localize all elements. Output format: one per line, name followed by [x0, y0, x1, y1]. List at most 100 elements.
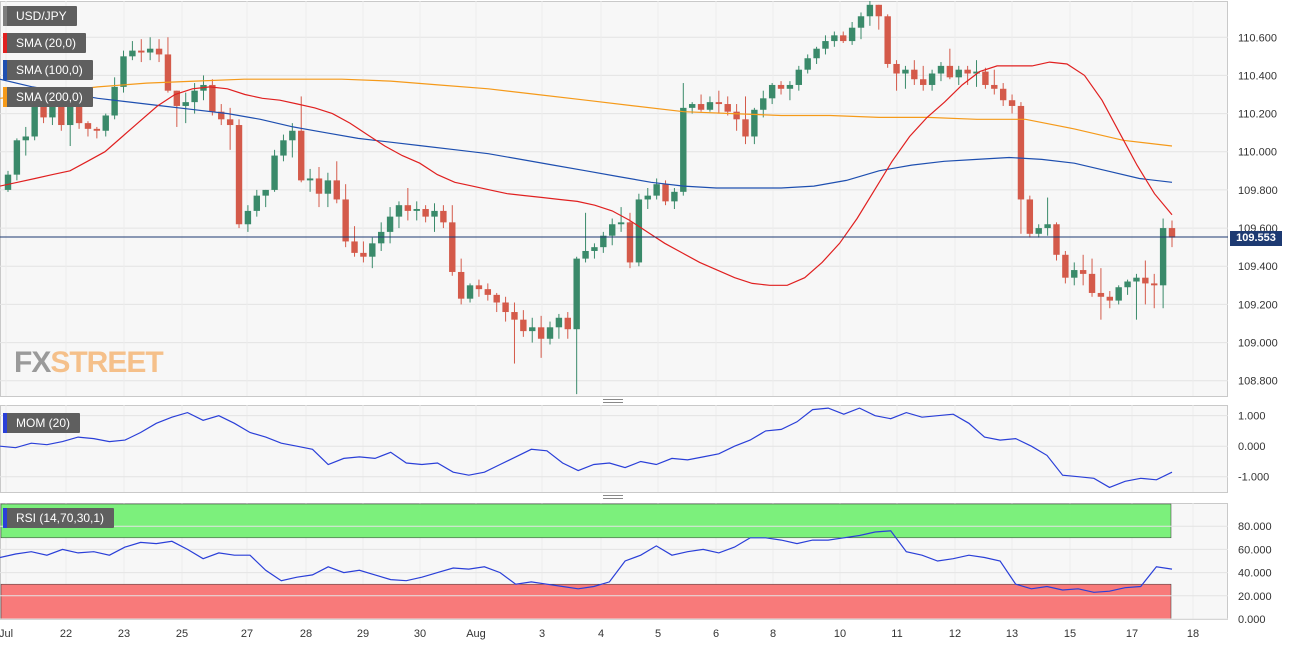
- x-tick-label: 17: [1126, 628, 1138, 640]
- candle-body: [1062, 254, 1069, 278]
- candle-body: [84, 123, 92, 129]
- candle-body: [1168, 228, 1176, 238]
- candle-body: [226, 119, 234, 126]
- candle-body: [1115, 287, 1122, 301]
- x-tick-label: 30: [414, 628, 426, 640]
- candle-body: [235, 125, 243, 225]
- tag-sma200[interactable]: SMA (200,0): [3, 87, 93, 107]
- tag-mom[interactable]: MOM (20): [3, 413, 80, 433]
- candle-body: [22, 136, 29, 141]
- price-tick-label: 110.000: [1238, 147, 1277, 159]
- candle-body: [626, 222, 634, 263]
- candle-body: [422, 208, 429, 217]
- rsi-tick-label: 60.000: [1238, 544, 1272, 556]
- x-tick-label: 13: [1006, 628, 1018, 640]
- tag-sma100-label: SMA (100,0): [16, 63, 83, 77]
- candle-body: [13, 140, 21, 175]
- sma200-swatch: [3, 87, 7, 107]
- x-tick-label: Jul: [0, 628, 13, 640]
- candle-body: [573, 258, 580, 330]
- candle-body: [715, 102, 723, 105]
- x-tick-label: 28: [300, 628, 312, 640]
- candle-body: [1008, 100, 1016, 106]
- tag-sma20[interactable]: SMA (20,0): [3, 33, 87, 53]
- x-tick-label: 23: [118, 628, 130, 640]
- candle-body: [1079, 270, 1087, 274]
- candle-body: [262, 189, 269, 196]
- candle-body: [884, 16, 891, 64]
- sma100-line: [0, 78, 1173, 189]
- price-tick-label: 110.600: [1238, 32, 1277, 44]
- candle-body: [520, 319, 527, 332]
- candle-body: [440, 210, 447, 223]
- price-tick-label: 109.800: [1238, 185, 1278, 197]
- mom-tick-label: 0.000: [1238, 441, 1266, 453]
- candle-body: [617, 222, 625, 225]
- candle-body: [609, 224, 616, 236]
- candle-body: [973, 71, 980, 74]
- tag-rsi[interactable]: RSI (14,70,30,1): [3, 508, 115, 528]
- price-tick-label: 110.400: [1238, 70, 1277, 82]
- candle-body: [431, 210, 438, 217]
- candle-body: [1159, 228, 1167, 286]
- separator-handle-2-b: [603, 498, 623, 499]
- candle-body: [893, 63, 900, 74]
- mom-tick-label: -1.000: [1238, 472, 1269, 484]
- price-tick-label: 110.200: [1238, 109, 1277, 121]
- price-tick-label: 109.400: [1238, 261, 1278, 273]
- candle-body: [991, 84, 998, 89]
- candle-body: [582, 250, 589, 259]
- rsi-tick-label: 40.000: [1238, 568, 1272, 580]
- sma200-line: [0, 78, 1173, 147]
- candle-body: [911, 69, 918, 80]
- candle-body: [768, 84, 776, 99]
- mom-swatch: [3, 413, 7, 433]
- candle-body: [484, 289, 492, 295]
- rsi-tick-label: 20.000: [1238, 591, 1272, 603]
- candle-body: [1142, 277, 1149, 284]
- candle-body: [333, 180, 340, 200]
- candle-body: [591, 247, 598, 251]
- x-tick-label: 11: [891, 628, 902, 640]
- candle-body: [1097, 292, 1105, 297]
- candle-body: [404, 205, 412, 211]
- x-tick-label: 5: [655, 628, 661, 640]
- rsi-tick-label: 0.000: [1238, 614, 1266, 626]
- candle-body: [120, 56, 127, 87]
- separator-handle-1-a: [603, 399, 623, 400]
- price-panel-frame: [0, 1, 1228, 397]
- candle-body: [58, 104, 65, 126]
- tag-sma20-label: SMA (20,0): [16, 36, 77, 50]
- x-tick-label: 3: [539, 628, 545, 640]
- candle-body: [449, 222, 456, 272]
- candle-body: [413, 208, 420, 211]
- candle-body: [129, 50, 136, 57]
- separator-handle-1-b: [603, 402, 623, 403]
- candle-body: [777, 84, 785, 89]
- rsi-tick-label: 80.000: [1238, 521, 1272, 533]
- x-tick-label: 15: [1064, 628, 1076, 640]
- candle-body: [324, 180, 332, 194]
- price-tick-label: 108.800: [1238, 376, 1278, 388]
- candle-body: [138, 50, 145, 53]
- candle-body: [466, 285, 474, 299]
- tag-sma100[interactable]: SMA (100,0): [3, 60, 93, 80]
- rsi-oversold-zone: [0, 583, 1172, 620]
- candle-body: [813, 48, 820, 59]
- candle-body: [920, 79, 927, 85]
- candle-body: [999, 88, 1007, 101]
- rsi-swatch: [3, 508, 7, 528]
- candle-body: [4, 174, 12, 190]
- candle-body: [742, 119, 749, 137]
- candle-body: [475, 285, 483, 290]
- candle-body: [493, 294, 500, 303]
- candle-body: [271, 155, 278, 190]
- separator-handle-2-a: [603, 495, 623, 496]
- candle-body: [653, 184, 660, 196]
- candle-body: [937, 65, 945, 74]
- candle-body: [280, 140, 287, 156]
- candle-body: [529, 327, 536, 332]
- mom-panel-frame: [0, 405, 1228, 493]
- candle-body: [1071, 270, 1078, 278]
